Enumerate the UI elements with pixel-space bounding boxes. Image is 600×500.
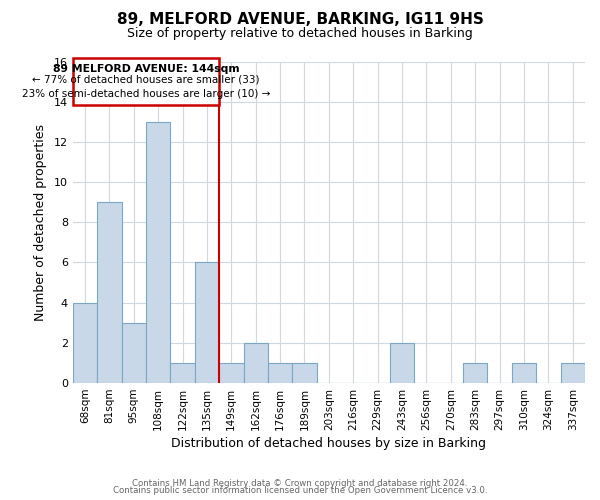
Bar: [195, 262, 219, 383]
Bar: [219, 363, 244, 383]
Text: 89 MELFORD AVENUE: 144sqm: 89 MELFORD AVENUE: 144sqm: [53, 64, 239, 74]
Bar: [244, 343, 268, 383]
Bar: [390, 343, 414, 383]
Text: 23% of semi-detached houses are larger (10) →: 23% of semi-detached houses are larger (…: [22, 88, 270, 99]
X-axis label: Distribution of detached houses by size in Barking: Distribution of detached houses by size …: [172, 437, 487, 450]
Bar: [170, 363, 195, 383]
Bar: [560, 363, 585, 383]
Text: Size of property relative to detached houses in Barking: Size of property relative to detached ho…: [127, 28, 473, 40]
Text: ← 77% of detached houses are smaller (33): ← 77% of detached houses are smaller (33…: [32, 74, 260, 85]
Bar: [512, 363, 536, 383]
Bar: [268, 363, 292, 383]
Bar: [73, 302, 97, 383]
Bar: [463, 363, 487, 383]
Bar: [97, 202, 122, 383]
Y-axis label: Number of detached properties: Number of detached properties: [34, 124, 47, 321]
FancyBboxPatch shape: [73, 58, 219, 104]
Text: Contains HM Land Registry data © Crown copyright and database right 2024.: Contains HM Land Registry data © Crown c…: [132, 478, 468, 488]
Text: 89, MELFORD AVENUE, BARKING, IG11 9HS: 89, MELFORD AVENUE, BARKING, IG11 9HS: [116, 12, 484, 28]
Bar: [146, 122, 170, 383]
Bar: [122, 323, 146, 383]
Bar: [292, 363, 317, 383]
Text: Contains public sector information licensed under the Open Government Licence v3: Contains public sector information licen…: [113, 486, 487, 495]
